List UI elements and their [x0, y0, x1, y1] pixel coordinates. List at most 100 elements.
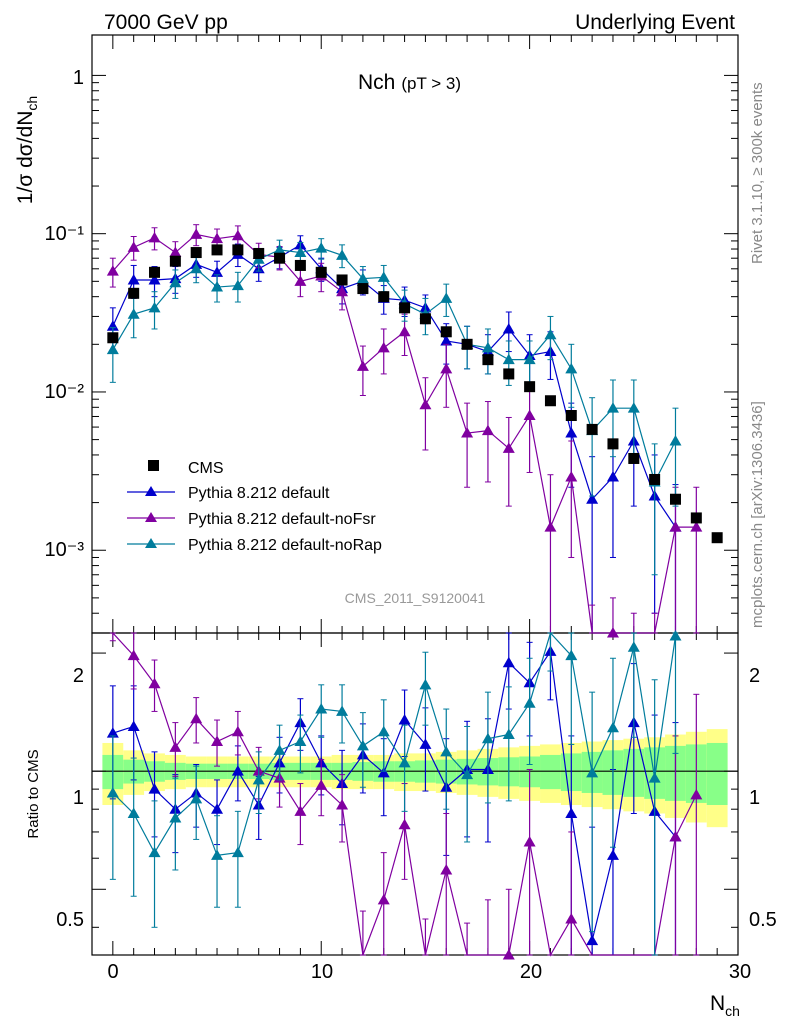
ratio-y-axis-title: Ratio to CMS [25, 749, 42, 838]
data-point [231, 279, 244, 291]
legend: CMS Pythia 8.212 default Pythia 8.212 de… [127, 460, 382, 554]
ratio-point [565, 807, 578, 819]
data-point [336, 249, 349, 260]
data-point [440, 362, 453, 374]
data-point [690, 512, 702, 524]
data-point [440, 326, 452, 338]
ratio-point [231, 765, 244, 776]
ratio-line-noRap [112, 631, 677, 857]
x-tick-label-20: 20 [520, 961, 542, 983]
ratio-series-noRap [106, 630, 682, 956]
legend-label-norap: Pythia 8.212 default-noRap [188, 537, 382, 554]
ratio-point [231, 846, 244, 858]
data-point [211, 244, 223, 256]
data-point [502, 353, 515, 365]
ratio-point [169, 741, 182, 752]
ratio-y-tick-labels: 2 1 0.5 2 1 0.5 [56, 665, 777, 931]
data-point [128, 287, 140, 299]
ratio-point [502, 949, 515, 960]
data-point [211, 266, 224, 277]
band-inner-bin [706, 742, 728, 805]
data-point [127, 308, 140, 319]
ratio-series-layer [106, 630, 703, 960]
ratio-point [690, 788, 703, 800]
main-y-tick-labels: 1 10⁻¹ 10⁻² 10⁻³ [45, 67, 85, 561]
rivet-label: Rivet 3.1.10, ≥ 300k events [749, 82, 766, 264]
data-point [127, 241, 140, 252]
ratio-point [294, 735, 307, 747]
legend-label-default: Pythia 8.212 default [188, 485, 330, 502]
ratio-point [106, 727, 119, 738]
data-point [399, 302, 411, 314]
ratio-panel-frame [91, 632, 739, 956]
ratio-point [419, 738, 432, 749]
x-tick-label-10: 10 [311, 961, 333, 983]
data-point [503, 368, 515, 380]
data-point [315, 266, 327, 278]
data-point [148, 231, 161, 243]
data-point [419, 313, 431, 325]
ratio-point [627, 641, 640, 652]
legend-marker-nofsr [145, 512, 157, 522]
data-point [315, 242, 328, 253]
data-point [106, 343, 119, 355]
data-point [711, 532, 723, 544]
x-tick-label-0: 0 [107, 961, 118, 983]
data-point [377, 271, 390, 282]
data-point [586, 423, 598, 435]
ratio-point [377, 725, 390, 737]
data-point [169, 246, 182, 258]
data-point [440, 292, 453, 303]
data-point [106, 320, 119, 331]
ratio-point [398, 714, 411, 725]
ratio-point [523, 835, 536, 847]
data-point [398, 325, 411, 337]
ratio-point [502, 728, 515, 740]
ratio-point [273, 744, 286, 755]
legend-label-nofsr: Pythia 8.212 default-noFsr [188, 511, 376, 528]
data-point [502, 322, 515, 334]
ratio-point [586, 766, 599, 778]
legend-marker-default [145, 486, 157, 496]
data-point [482, 354, 494, 366]
legend-marker-cms [148, 460, 159, 471]
data-point [106, 265, 119, 276]
ratio-point [315, 703, 328, 714]
data-point [211, 281, 224, 292]
data-point [565, 362, 578, 374]
ratio-point [565, 649, 578, 661]
data-point [127, 273, 140, 285]
data-point [190, 228, 203, 239]
data-point [294, 275, 307, 286]
data-point [336, 285, 349, 297]
data-point [149, 266, 161, 278]
data-point [148, 301, 161, 313]
ratio-point [315, 779, 328, 790]
ratio-point [648, 772, 661, 783]
main-series-layer [106, 224, 723, 638]
data-point [544, 395, 556, 407]
data-point [274, 252, 286, 264]
ratio-point [377, 766, 390, 778]
main-y-axis-title: 1/σ dσ/dNch [14, 96, 40, 204]
data-point [502, 442, 515, 453]
data-point [524, 381, 536, 393]
ratio-point [211, 849, 224, 860]
series-noRap [106, 238, 682, 576]
ratio-point [398, 756, 411, 768]
legend-label-cms: CMS [188, 460, 224, 477]
data-point [565, 427, 578, 438]
ratio-y-tick-label-1-right: 1 [749, 787, 760, 809]
x-axis-title: Nch [710, 992, 740, 1019]
ratio-point [461, 768, 474, 780]
data-point [606, 471, 619, 482]
ratio-point [127, 649, 140, 661]
data-point [190, 247, 202, 259]
data-point [523, 409, 536, 421]
series-cms [107, 244, 723, 544]
x-tick-label-30: 30 [729, 961, 751, 983]
data-point [565, 410, 577, 422]
ratio-uncertainty-band [92, 729, 738, 828]
data-point [377, 341, 390, 353]
